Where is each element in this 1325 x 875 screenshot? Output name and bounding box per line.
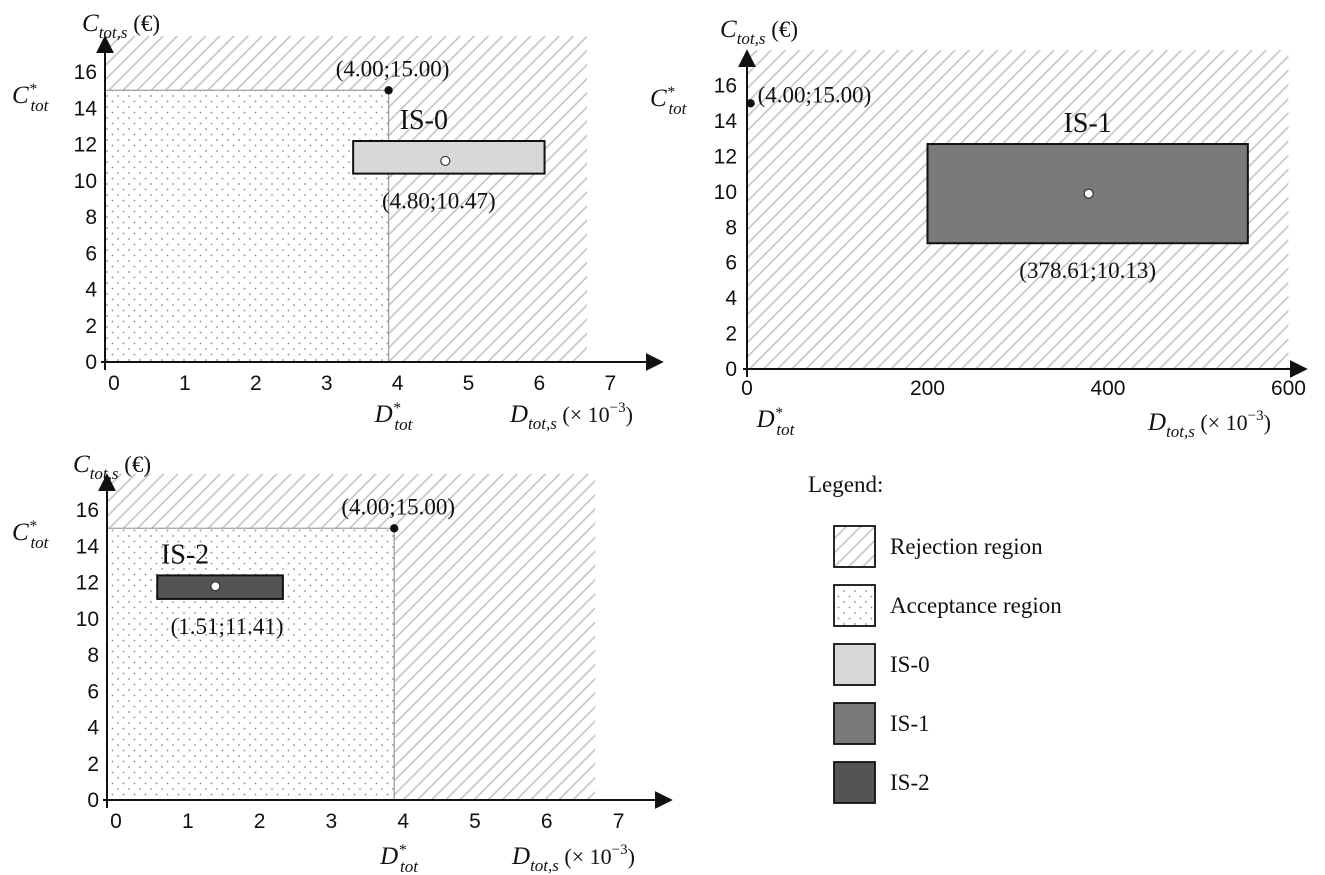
- y-tick-label: 8: [87, 644, 99, 667]
- threshold-point: [384, 86, 393, 95]
- legend-title: Legend:: [808, 472, 883, 497]
- x-tick-label: 7: [604, 372, 616, 395]
- y-tick-label: 6: [87, 680, 99, 703]
- mean-point: [440, 155, 451, 167]
- x-tick-label: 1: [179, 372, 191, 395]
- threshold-point: [389, 524, 399, 533]
- x-axis-label: Dtot,s (× 10−3): [511, 842, 635, 875]
- x-tick-label: 6: [541, 810, 553, 833]
- x-axis-label: Dtot,s (× 10−3): [509, 400, 633, 433]
- y-axis-label: Ctot,s (€): [720, 16, 798, 48]
- legend-swatch: [833, 702, 876, 745]
- y-tick-label: 6: [725, 252, 737, 275]
- legend-label: Acceptance region: [890, 593, 1062, 618]
- x-tick-label: 0: [108, 372, 120, 395]
- legend-label: IS-2: [890, 770, 930, 795]
- x-threshold-label: D* tot: [374, 400, 414, 434]
- y-tick-label: 4: [725, 287, 737, 310]
- series-label: IS-2: [161, 539, 209, 570]
- y-tick-label: 2: [85, 315, 97, 338]
- y-tick-label: 8: [725, 216, 737, 239]
- acceptance-region: [107, 528, 395, 800]
- series-label: IS-1: [1064, 108, 1112, 139]
- threshold-point: [746, 99, 755, 108]
- y-axis-label: Ctot,s (€): [73, 451, 151, 483]
- x-tick-label: 3: [326, 810, 338, 833]
- mean-value-label: (1.51;11.41): [171, 614, 284, 639]
- chart-panel-is-1: 0 2 4 6 8 10 12 14 16 0 200 400 600 (4.00;15.00) IS-1 (…: [650, 16, 1308, 441]
- y-tick-label: 14: [76, 535, 100, 558]
- mean-point: [210, 581, 221, 592]
- legend-swatch: [833, 525, 876, 568]
- y-tick-label: 0: [85, 351, 97, 374]
- y-tick-label: 14: [74, 97, 98, 120]
- x-tick-label: 5: [469, 810, 481, 833]
- x-tick-label: 200: [910, 377, 945, 400]
- y-tick-label: 2: [725, 323, 737, 346]
- x-tick-label: 0: [741, 377, 753, 400]
- y-tick-label: 0: [87, 789, 99, 812]
- legend-swatch: [833, 584, 876, 627]
- y-tick-label: 12: [74, 134, 97, 157]
- x-tick-label: 6: [534, 372, 546, 395]
- x-tick-label: 3: [321, 372, 333, 395]
- threshold-label: (4.00;15.00): [336, 56, 450, 81]
- y-axis-label: Ctot,s (€): [82, 10, 160, 42]
- x-tick-label: 400: [1090, 377, 1125, 400]
- x-axis-label: Dtot,s (× 10−3): [1147, 408, 1271, 441]
- y-tick-label: 12: [76, 572, 99, 595]
- legend-label: Rejection region: [890, 534, 1043, 559]
- x-threshold-label: D* tot: [379, 842, 419, 875]
- x-tick-label: 4: [392, 372, 404, 395]
- y-tick-label: 4: [87, 717, 99, 740]
- y-tick-label: 2: [87, 753, 99, 776]
- acceptance-region: [105, 90, 389, 363]
- mean-point: [1083, 188, 1094, 199]
- y-tick-label: 0: [725, 358, 737, 381]
- mean-value-label: (4.80;10.47): [382, 189, 496, 214]
- legend: Legend: Rejection region Acceptance region…: [808, 472, 1062, 804]
- x-tick-label: 4: [397, 810, 409, 833]
- y-tick-label: 16: [74, 61, 97, 84]
- x-tick-label: 1: [182, 810, 194, 833]
- y-tick-label: 10: [74, 170, 97, 193]
- y-tick-label: 8: [85, 206, 97, 229]
- x-threshold-label: D* tot: [756, 405, 796, 439]
- mean-value-label: (378.61;10.13): [1019, 258, 1156, 283]
- y-tick-label: 6: [85, 242, 97, 265]
- y-tick-label: 10: [76, 608, 99, 631]
- threshold-label: (4.00;15.00): [758, 82, 872, 107]
- x-tick-label: 2: [254, 810, 266, 833]
- y-threshold-label: C* tot: [12, 518, 50, 552]
- y-tick-label: 4: [85, 279, 97, 302]
- y-threshold-label: C* tot: [650, 84, 688, 118]
- y-tick-label: 16: [714, 75, 737, 98]
- legend-swatch: [833, 761, 876, 804]
- threshold-label: (4.00;15.00): [341, 494, 455, 519]
- y-tick-label: 16: [76, 499, 99, 522]
- legend-swatch: [833, 643, 876, 686]
- legend-label: IS-1: [890, 711, 930, 736]
- x-tick-label: 0: [110, 810, 122, 833]
- x-tick-label: 5: [463, 372, 475, 395]
- x-tick-label: 2: [250, 372, 262, 395]
- y-tick-label: 12: [714, 145, 737, 168]
- x-tick-label: 7: [613, 810, 625, 833]
- y-tick-label: 14: [714, 110, 738, 133]
- series-label: IS-0: [400, 105, 448, 136]
- y-tick-label: 10: [714, 181, 737, 204]
- legend-label: IS-0: [890, 652, 930, 677]
- y-threshold-label: C* tot: [12, 81, 50, 115]
- x-tick-label: 600: [1271, 377, 1306, 400]
